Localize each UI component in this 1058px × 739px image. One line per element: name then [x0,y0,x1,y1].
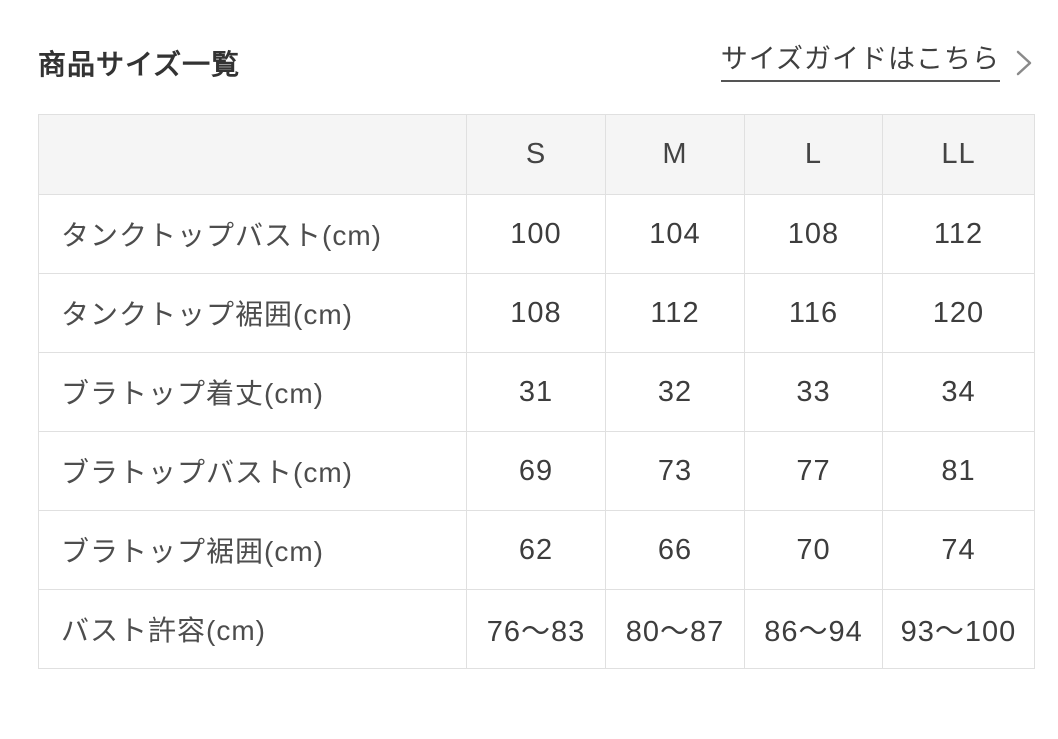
cell-value: 74 [882,510,1035,591]
row-label: ブラトップ裾囲(cm) [38,510,467,591]
section-header: 商品サイズ一覧 サイズガイドはこちら [38,44,1034,83]
table-row: バスト許容(cm) 76〜83 80〜87 86〜94 93〜100 [38,589,1035,670]
row-label: タンクトップバスト(cm) [38,194,467,275]
cell-value: 100 [466,194,606,275]
column-header-ll: LL [882,114,1035,196]
cell-value: 66 [605,510,745,591]
chevron-right-icon [1014,48,1034,78]
cell-value: 104 [605,194,745,275]
table-corner-cell [38,114,467,196]
cell-value: 80〜87 [605,589,745,670]
row-label: タンクトップ裾囲(cm) [38,273,467,354]
row-label: ブラトップバスト(cm) [38,431,467,512]
size-table-body: タンクトップバスト(cm) 100 104 108 112 タンクトップ裾囲(c… [38,194,1035,670]
cell-value: 81 [882,431,1035,512]
cell-value: 76〜83 [466,589,606,670]
cell-value: 32 [605,352,745,433]
size-table: S M L LL タンクトップバスト(cm) 100 104 108 112 タ… [38,114,1035,670]
table-row: ブラトップバスト(cm) 69 73 77 81 [38,431,1035,512]
size-guide-link[interactable]: サイズガイドはこちら [720,44,1034,83]
cell-value: 112 [605,273,745,354]
size-guide-link-label: サイズガイドはこちら [720,44,1000,83]
cell-value: 69 [466,431,606,512]
cell-value: 70 [744,510,883,591]
cell-value: 62 [466,510,606,591]
cell-value: 120 [882,273,1035,354]
cell-value: 112 [882,194,1035,275]
cell-value: 34 [882,352,1035,433]
row-label: ブラトップ着丈(cm) [38,352,467,433]
column-header-s: S [466,114,606,196]
page-title: 商品サイズ一覧 [38,49,241,81]
cell-value: 73 [605,431,745,512]
cell-value: 108 [744,194,883,275]
cell-value: 77 [744,431,883,512]
row-label: バスト許容(cm) [38,589,467,670]
cell-value: 108 [466,273,606,354]
cell-value: 86〜94 [744,589,883,670]
cell-value: 31 [466,352,606,433]
cell-value: 93〜100 [882,589,1035,670]
size-table-header: S M L LL [38,114,1035,196]
cell-value: 116 [744,273,883,354]
column-header-l: L [744,114,883,196]
table-header-row: S M L LL [38,114,1035,196]
table-row: ブラトップ裾囲(cm) 62 66 70 74 [38,510,1035,591]
table-row: ブラトップ着丈(cm) 31 32 33 34 [38,352,1035,433]
cell-value: 33 [744,352,883,433]
table-row: タンクトップ裾囲(cm) 108 112 116 120 [38,273,1035,354]
table-row: タンクトップバスト(cm) 100 104 108 112 [38,194,1035,275]
column-header-m: M [605,114,745,196]
